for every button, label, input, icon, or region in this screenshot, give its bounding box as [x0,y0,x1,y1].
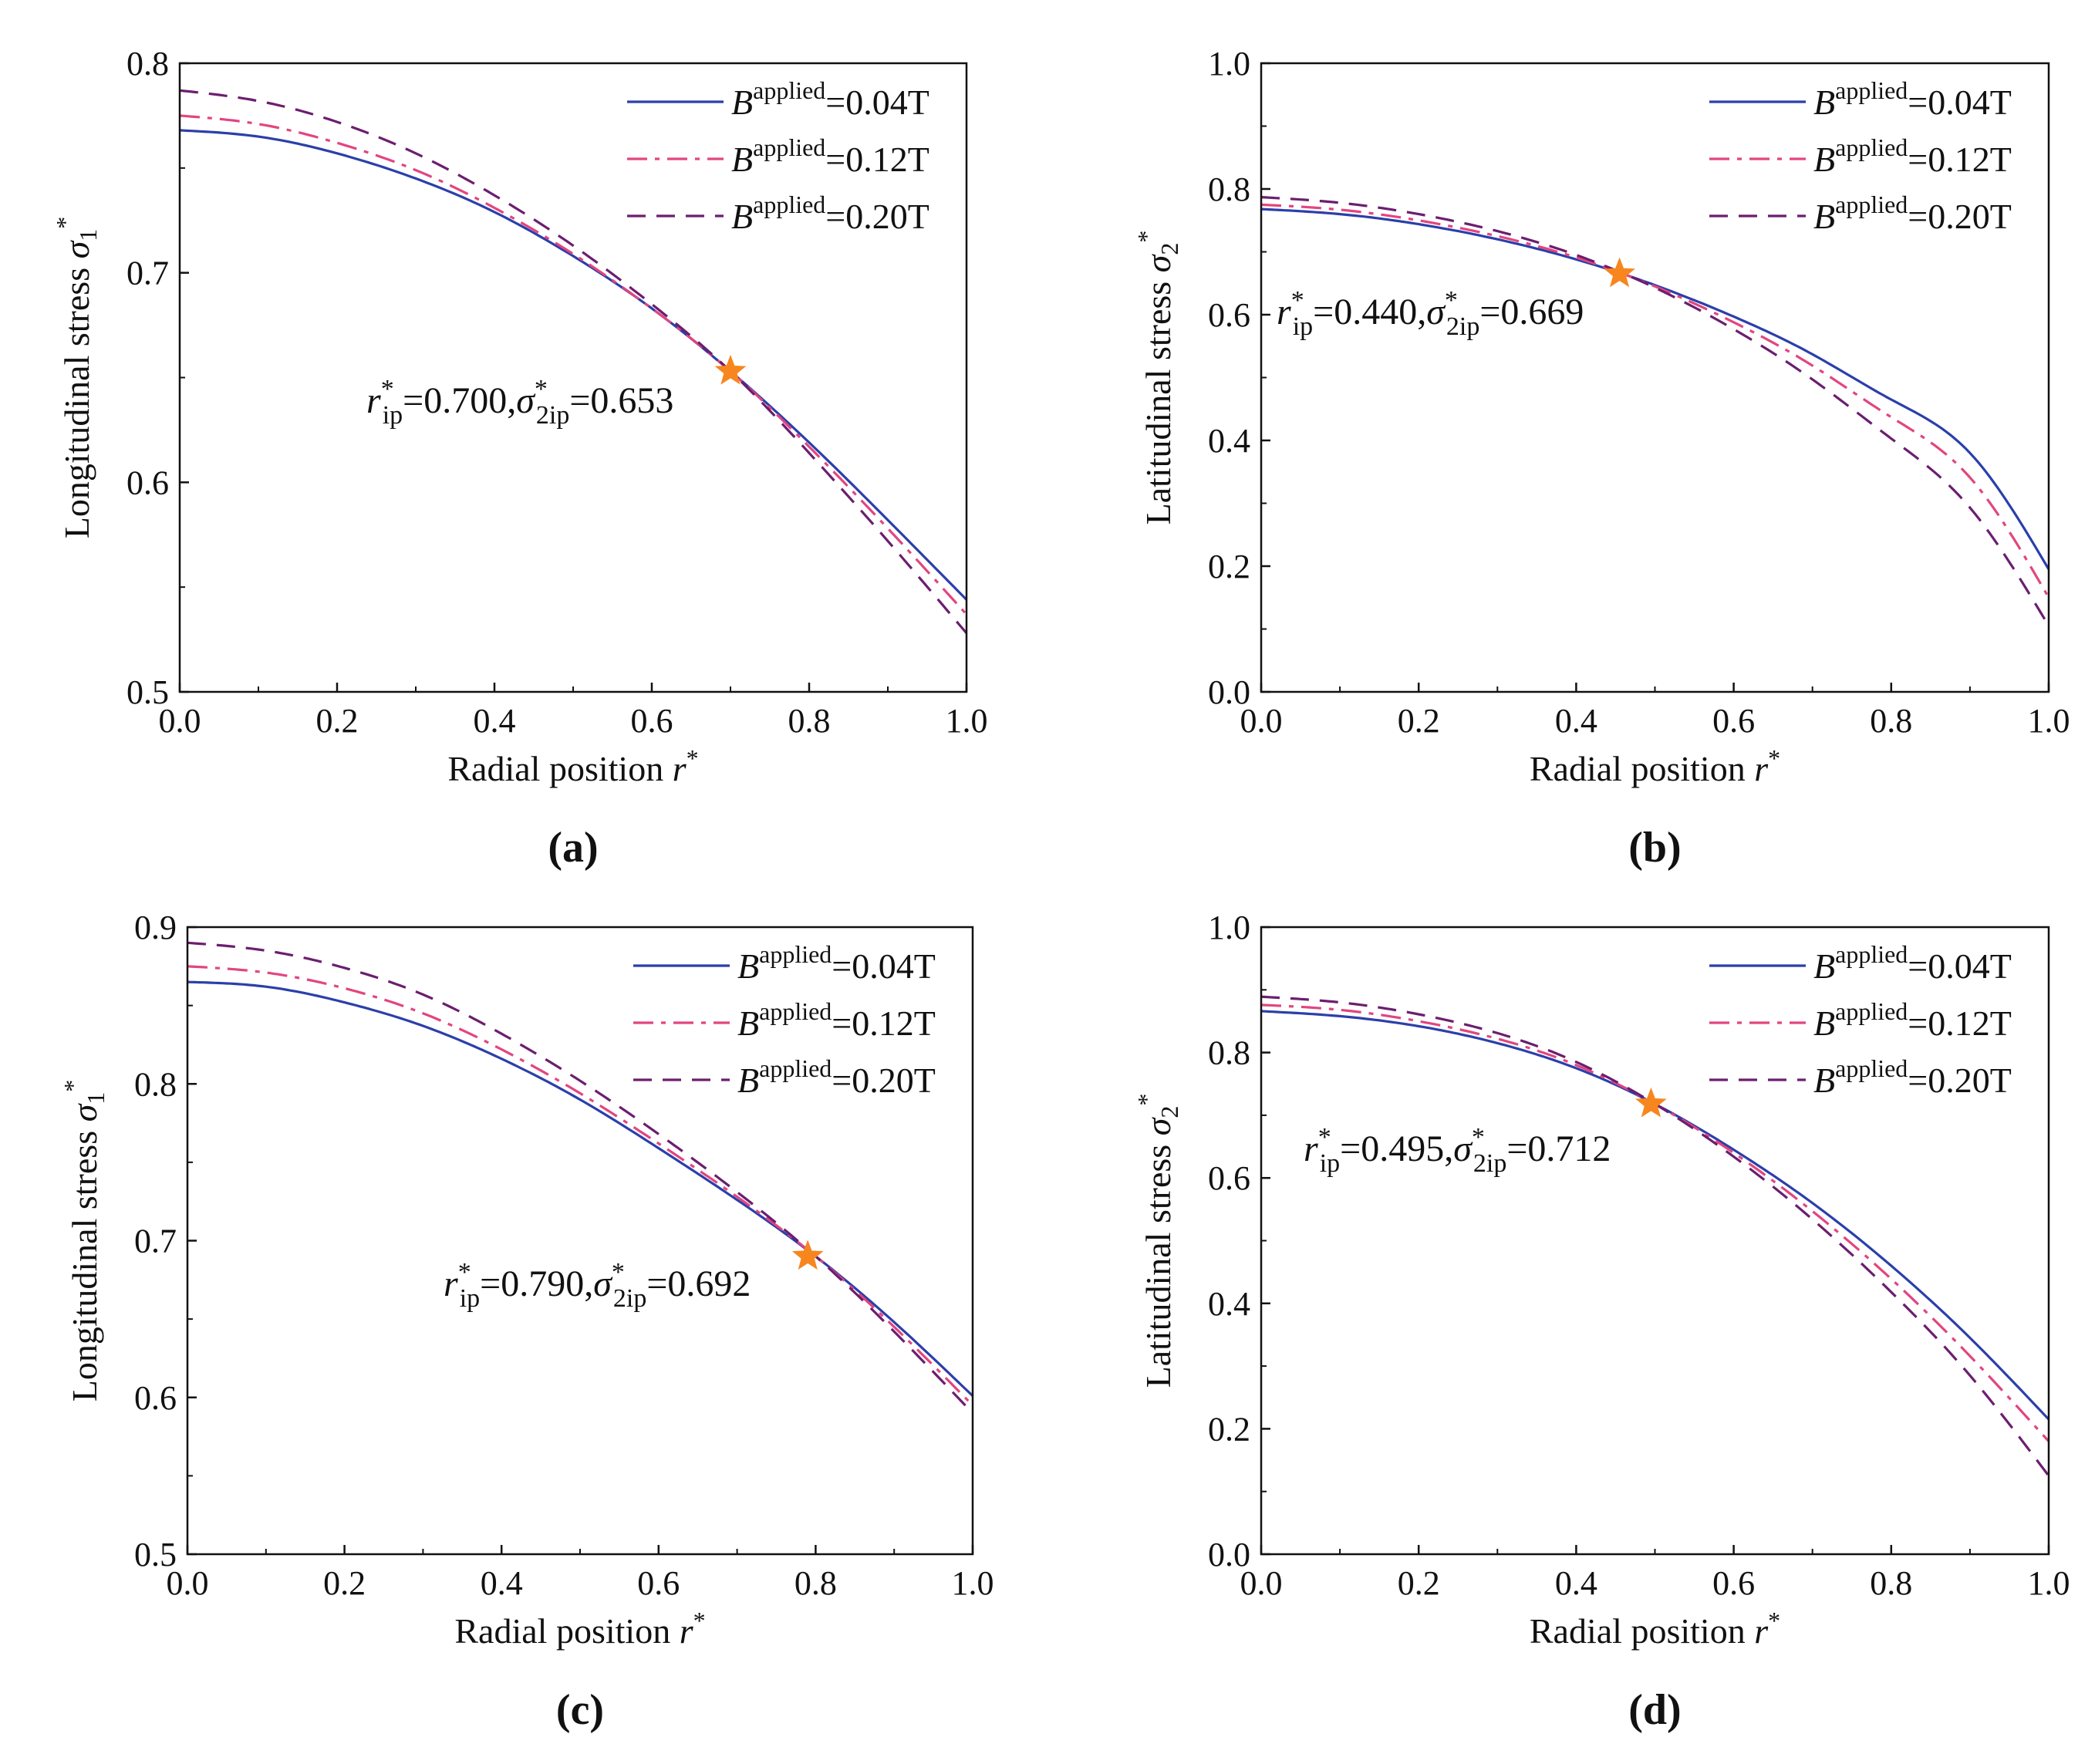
intersection-annotation: r* ip=0.700,σ* 2ip=0.653 [366,375,673,430]
x-tick-label: 0.8 [788,702,831,740]
intersection-star-marker [1604,257,1635,288]
series-line-0-04T [187,980,973,1397]
series-line-0-20T [187,941,973,1415]
legend-entry: Bapplied=0.12T [1813,997,2012,1043]
panel-label: (d) [1628,1686,1681,1734]
x-tick-label: 1.0 [2028,702,2070,740]
y-tick-label: 1.0 [1208,45,1250,83]
x-tick-label: 1.0 [952,1564,994,1602]
x-tick-label: 0.6 [1712,702,1755,740]
x-tick-label: 0.4 [474,702,516,740]
legend-entry: Bapplied=0.04T [1813,76,2012,122]
legend-entry: Bapplied=0.12T [737,997,936,1043]
intersection-annotation: r* ip=0.790,σ* 2ip=0.692 [444,1258,751,1313]
y-tick-label: 0.2 [1208,1410,1250,1448]
x-tick-label: 0.2 [1398,1564,1440,1602]
x-tick-label: 0.4 [1555,702,1597,740]
series-line-0-12T [1261,203,2049,599]
panel-label: (a) [548,824,598,872]
x-tick-label: 0.8 [1870,702,1912,740]
chart-panel-c: 0.0 0.2 0.4 0.6 0.8 1.0 0.5 0.6 0.7 0.8 0.9 Radial … [59,909,994,1734]
series-line-0-20T [1261,196,2049,627]
y-tick-label: 0.6 [1208,296,1250,334]
legend-entry: Bapplied=0.04T [731,76,929,122]
x-tick-label: 0.4 [481,1564,523,1602]
legend-entry: Bapplied=0.20T [737,1054,936,1100]
chart-panel-b: 0.0 0.2 0.4 0.6 0.8 1.0 0.0 0.2 0.4 0.6 0.8 1.0 Radi… [1132,45,2070,872]
x-tick-label: 1.0 [946,702,988,740]
x-tick-label: 0.2 [323,1564,366,1602]
chart-panel-a: 0.0 0.2 0.4 0.6 0.8 1.0 0.5 0.6 0.7 0.8 Radial pos… [51,45,988,872]
y-tick-label: 0.2 [1208,548,1250,585]
panel-label: (c) [556,1686,604,1734]
series-line-0-04T [180,129,967,601]
y-tick-label: 0.8 [1208,1034,1250,1072]
y-tick-label: 0.0 [1208,1536,1250,1573]
x-tick-label: 0.6 [631,702,673,740]
y-tick-label: 0.5 [134,1536,177,1573]
legend-entry: Bapplied=0.04T [737,940,936,986]
legend-entry: Bapplied=0.20T [1813,1054,2012,1100]
intersection-annotation: r* ip=0.440,σ* 2ip=0.669 [1277,286,1584,341]
y-tick-label: 0.7 [134,1223,177,1260]
y-tick-label: 0.8 [127,45,169,83]
y-tick-label: 0.7 [127,255,169,292]
x-axis-title: Radial position r* [1530,744,1780,788]
legend-entry: Bapplied=0.12T [1813,133,2012,179]
y-tick-label: 0.6 [127,464,169,501]
x-axis-title: Radial position r* [1530,1607,1780,1651]
y-tick-label: 1.0 [1208,909,1250,946]
legend-entry: Bapplied=0.12T [731,133,929,179]
y-axis-title: Longitudinal stress σ1* [51,217,102,539]
intersection-star-marker [714,354,747,385]
x-tick-label: 0.0 [1240,1564,1283,1602]
x-tick-label: 0.0 [1240,702,1283,740]
y-axis-title: Latitudinal stress σ2* [1132,1094,1183,1388]
series-line-0-04T [1261,207,2049,570]
y-tick-label: 0.4 [1208,422,1250,460]
legend-entry: Bapplied=0.20T [731,191,929,236]
legend-entry: Bapplied=0.20T [1813,191,2012,236]
y-axis-title: Longitudinal stress σ1* [59,1080,110,1402]
intersection-annotation: r* ip=0.495,σ* 2ip=0.712 [1304,1123,1611,1178]
chart-panel-d: 0.0 0.2 0.4 0.6 0.8 1.0 0.0 0.2 0.4 0.6 0.8 1.0 Radi… [1132,909,2070,1734]
y-tick-label: 0.9 [134,909,177,946]
series-line-0-20T [180,89,967,634]
x-tick-label: 0.0 [167,1564,209,1602]
y-tick-label: 0.4 [1208,1285,1250,1323]
x-axis-title: Radial position r* [454,1607,705,1651]
y-tick-label: 0.8 [1208,170,1250,208]
x-tick-label: 1.0 [2028,1564,2070,1602]
y-tick-label: 0.6 [134,1379,177,1417]
intersection-star-marker [1635,1087,1667,1118]
x-tick-label: 0.8 [1870,1564,1912,1602]
x-tick-label: 0.4 [1555,1564,1597,1602]
legend-entry: Bapplied=0.04T [1813,940,2012,986]
series-line-0-12T [180,114,967,616]
panel-label: (b) [1628,824,1681,872]
x-tick-label: 0.0 [159,702,201,740]
intersection-star-marker [791,1240,824,1270]
y-tick-label: 0.6 [1208,1159,1250,1197]
x-tick-label: 0.6 [1712,1564,1755,1602]
y-axis-title: Latitudinal stress σ2* [1132,231,1183,525]
x-tick-label: 0.2 [316,702,359,740]
x-tick-label: 0.6 [637,1564,680,1602]
x-axis-title: Radial position r* [447,744,698,788]
y-tick-label: 0.5 [127,673,169,711]
x-tick-label: 0.2 [1398,702,1440,740]
y-tick-label: 0.8 [134,1065,177,1103]
y-tick-label: 0.0 [1208,673,1250,711]
x-tick-label: 0.8 [794,1564,837,1602]
